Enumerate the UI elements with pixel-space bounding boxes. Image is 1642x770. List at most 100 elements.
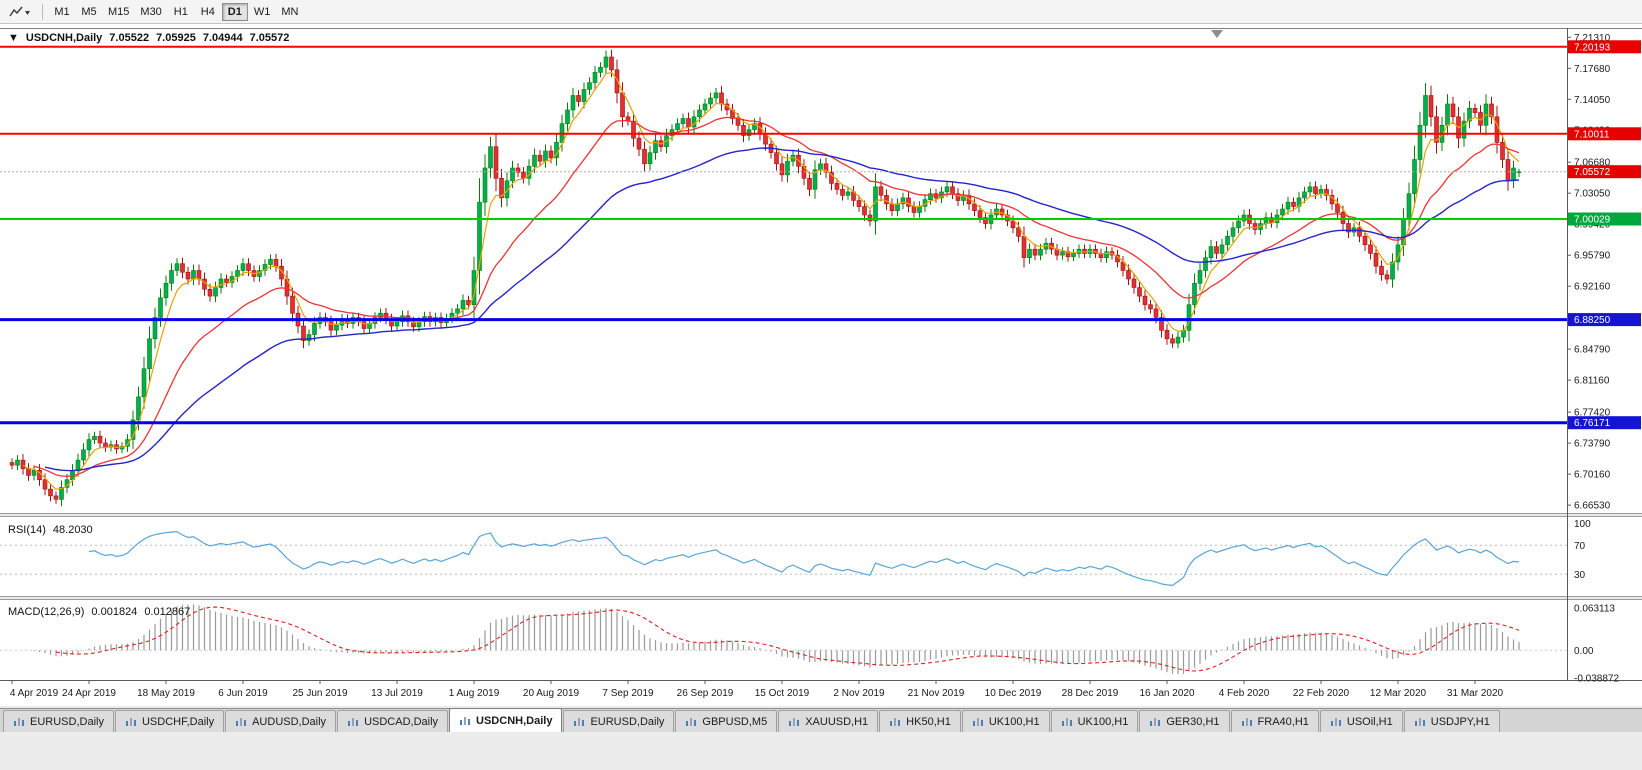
price-badge-label: 6.76171 [1574,418,1611,429]
tab-usdjpy-h1[interactable]: USDJPY,H1 [1403,710,1500,732]
top-toolbar: M1 M5 M15 M30 H1 H4 D1 W1 MN [0,0,1642,24]
chart-ohlc-header-part: 7.05572 [250,32,290,44]
tab-hk50-h1[interactable]: HK50,H1 [879,710,961,732]
ma-slow-line [44,147,1520,472]
price-badge [1568,212,1641,226]
tab-gbpusd-m5[interactable]: GBPUSD,M5 [675,710,778,732]
macd-header-part: 0.012867 [144,606,190,618]
macd-header-part: 0.001824 [91,606,137,618]
price-badge [1568,40,1641,54]
price-axis-label: 6.84790 [1574,345,1611,356]
price-axis-label: 7.21310 [1574,33,1611,44]
date-axis-label: 25 Jun 2019 [292,688,347,699]
rsi-axis-label: 100 [1574,519,1591,530]
macd-header-part: MACD(12,26,9) [8,606,84,618]
tab-uk100-h1[interactable]: UK100,H1 [961,710,1050,732]
price-badge-label: 7.00029 [1574,215,1611,226]
chart-tab-icon [789,718,800,726]
chart-tab-icon [1414,718,1425,726]
chart-tab-icon [890,718,901,726]
date-axis-label: 26 Sep 2019 [677,688,734,699]
tab-label: USDCNH,Daily [476,714,553,727]
chart-tab-icon [1241,718,1252,726]
price-badge-label: 6.88250 [1574,315,1611,326]
chart-type-dropdown[interactable] [4,1,36,22]
tab-label: GBPUSD,M5 [702,715,768,728]
date-axis-label: 18 May 2019 [137,688,195,699]
price-axis-label: 6.92160 [1574,282,1611,293]
tab-label: AUDUSD,Daily [252,715,327,728]
price-badge [1568,165,1641,179]
timeframe-m1-button[interactable]: M1 [49,3,75,21]
tab-label: EURUSD,Daily [30,715,104,728]
chevron-down-icon [25,10,30,15]
price-axis-label: 7.14050 [1574,95,1611,106]
ma-mid-line [33,116,1520,478]
chart-tab-icon [14,718,24,726]
timeframe-h4-button[interactable]: H4 [195,3,221,21]
chart-background [0,24,1642,706]
macd-histogram [33,604,1520,675]
ma-fast-line [22,71,1520,490]
tab-usdchf-daily[interactable]: USDCHF,Daily [114,710,225,732]
chart-ohlc-header-part: 7.05925 [156,32,196,44]
chart-tab-icon [686,718,697,726]
date-axis-label: 4 Feb 2020 [1219,688,1270,699]
date-axis-label: 31 Mar 2020 [1447,688,1504,699]
date-axis-label: 12 Mar 2020 [1370,688,1427,699]
macd-axis-label: 0.063113 [1574,604,1615,615]
chart-tab-icon [236,718,247,726]
chart-canvas[interactable]: 7.213107.176807.140507.104307.066807.030… [0,24,1642,706]
date-axis-label: 2 Nov 2019 [833,688,885,699]
pane-splitter[interactable] [0,513,1642,517]
date-axis-label: 21 Nov 2019 [908,688,965,699]
pane-splitter[interactable] [0,596,1642,600]
toolbar-separator [42,3,43,20]
tab-eurusd-daily[interactable]: EURUSD,Daily [3,710,114,732]
timeframe-h1-button[interactable]: H1 [168,3,194,21]
price-badge [1568,416,1641,430]
price-axis-label: 7.06680 [1574,158,1611,169]
chart-tab-icon [574,718,585,726]
timeframe-mn-button[interactable]: MN [276,3,303,21]
tab-usoil-h1[interactable]: USOil,H1 [1319,710,1403,732]
chart-tab-icon [1330,718,1341,726]
tab-label: USDCHF,Daily [141,715,215,728]
chart-ohlc-header: ▼ USDCNH,Daily 7.05522 7.05925 7.04944 7.0557… [8,32,289,44]
price-axis-label: 6.81160 [1574,376,1610,387]
tab-xauusd-h1[interactable]: XAUUSD,H1 [778,710,879,732]
tab-label: GER30,H1 [1166,715,1220,728]
rsi-axis-label: 30 [1574,570,1586,581]
tab-label: UK100,H1 [1077,715,1129,728]
tab-label: EURUSD,Daily [590,715,665,728]
chart-tab-icon [460,717,471,725]
date-axis-label: 7 Sep 2019 [602,688,654,699]
tab-usdcnh-daily[interactable]: USDCNH,Daily [449,708,563,732]
chart-tab-icon [1150,718,1161,726]
price-axis-label: 6.70160 [1574,470,1611,481]
tab-uk100-h1[interactable]: UK100,H1 [1050,710,1139,732]
price-axis-label: 6.95790 [1574,251,1611,262]
chart-tab-icon [125,718,136,726]
timeframe-d1-button[interactable]: D1 [221,2,248,21]
macd-axis-label: -0.038872 [1574,674,1619,685]
chart-tab-icon [348,718,359,726]
tab-audusd-daily[interactable]: AUDUSD,Daily [225,710,337,732]
timeframe-m30-button[interactable]: M30 [135,3,166,21]
date-axis-label: 13 Jul 2019 [371,688,423,699]
timeframe-m5-button[interactable]: M5 [76,3,102,21]
price-axis-label: 6.66530 [1574,501,1611,512]
tab-fra40-h1[interactable]: FRA40,H1 [1230,710,1319,732]
price-axis-label: 6.77420 [1574,408,1611,419]
tab-label: USOil,H1 [1346,715,1393,728]
tab-usdcad-daily[interactable]: USDCAD,Daily [337,710,449,732]
chart-shift-marker[interactable] [1211,30,1223,38]
date-axis-label: 15 Oct 2019 [755,688,810,699]
date-axis-label: 6 Jun 2019 [218,688,268,699]
timeframe-w1-button[interactable]: W1 [249,3,276,21]
tab-ger30-h1[interactable]: GER30,H1 [1139,710,1230,732]
tab-eurusd-daily[interactable]: EURUSD,Daily [563,710,675,732]
price-badge-label: 7.20193 [1574,42,1611,53]
chart-tab-icon [972,718,983,726]
timeframe-m15-button[interactable]: M15 [103,3,134,21]
